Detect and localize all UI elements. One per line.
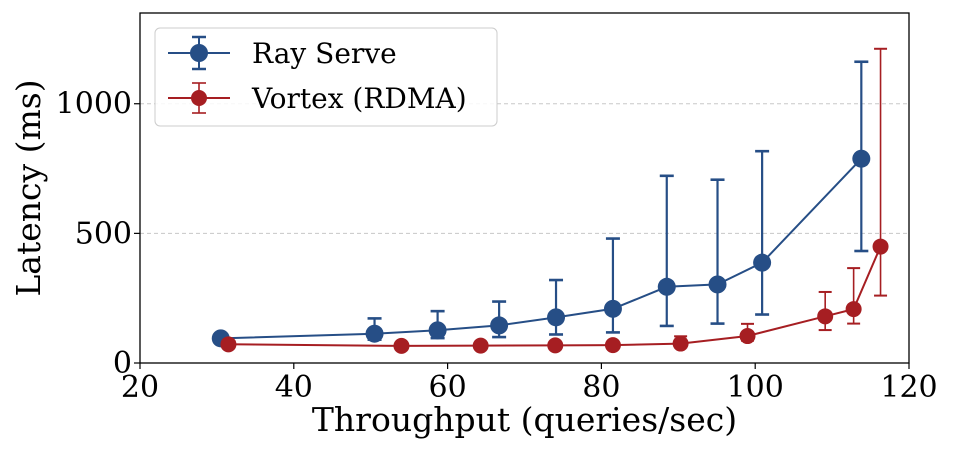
- data-point-vortex-rdma: [817, 308, 834, 325]
- y-axis-title: Latency (ms): [9, 79, 48, 296]
- x-tick-label-40: 40: [275, 370, 313, 405]
- legend-label-vortex: Vortex (RDMA): [251, 82, 467, 115]
- data-point-vortex-rdma: [604, 337, 621, 354]
- data-point-ray-serve: [753, 253, 772, 272]
- data-point-ray-serve: [490, 316, 509, 335]
- data-point-vortex-rdma: [872, 238, 889, 255]
- data-point-ray-serve: [657, 277, 676, 296]
- x-tick-label-80: 80: [582, 370, 620, 405]
- x-tick-label-120: 120: [880, 370, 937, 405]
- series-ray-serve: [211, 60, 871, 348]
- data-point-vortex-rdma: [739, 328, 756, 345]
- legend-marker-vortex: [191, 90, 207, 106]
- x-tick-label-100: 100: [727, 370, 784, 405]
- data-point-vortex-rdma: [672, 335, 689, 352]
- series-vortex-rdma: [220, 47, 889, 354]
- legend-marker-ray-serve: [190, 44, 208, 62]
- data-point-ray-serve: [547, 308, 566, 327]
- legend-box: [154, 27, 498, 127]
- legend-entry-vortex: Vortex (RDMA): [168, 82, 467, 115]
- data-point-vortex-rdma: [547, 337, 564, 354]
- legend-label-ray-serve: Ray Serve: [252, 37, 397, 70]
- data-point-ray-serve: [365, 324, 384, 343]
- series-line-vortex-rdma: [228, 246, 882, 347]
- data-point-vortex-rdma: [472, 337, 489, 354]
- data-point-vortex-rdma: [393, 337, 410, 354]
- y-tick-label-1000: 1000: [56, 87, 132, 122]
- x-axis-title: Throughput (queries/sec): [312, 400, 737, 439]
- series-layer: [211, 47, 889, 354]
- data-point-vortex-rdma: [845, 301, 862, 318]
- axes: 0 500 1000 20 40 60 80 100 120: [56, 87, 938, 405]
- legend-entry-ray-serve: Ray Serve: [168, 35, 397, 71]
- plot-area-frame: [139, 12, 910, 364]
- data-point-ray-serve: [852, 149, 871, 168]
- x-tick-label-60: 60: [429, 370, 467, 405]
- data-point-ray-serve: [708, 275, 727, 294]
- legend: Ray Serve Vortex (RDMA): [154, 27, 498, 127]
- series-line-ray-serve: [220, 158, 863, 340]
- y-tick-label-0: 0: [113, 346, 132, 381]
- data-point-ray-serve: [428, 321, 447, 340]
- x-tick-label-20: 20: [121, 370, 159, 405]
- y-tick-label-500: 500: [75, 216, 132, 251]
- data-point-vortex-rdma: [220, 336, 237, 353]
- data-point-ray-serve: [603, 299, 622, 318]
